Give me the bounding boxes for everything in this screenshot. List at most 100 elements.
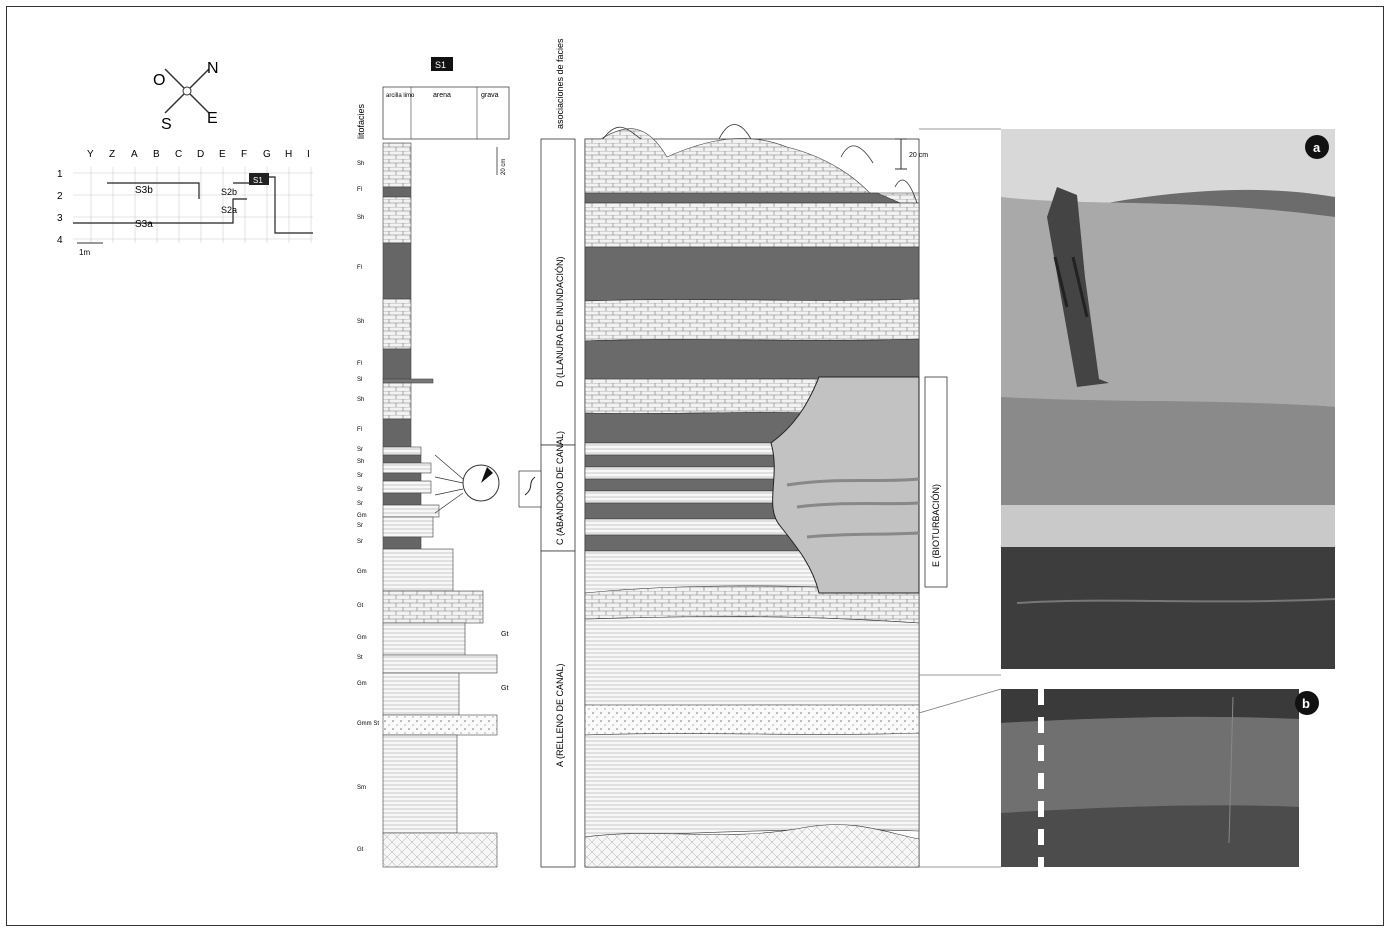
log-bed <box>382 462 432 474</box>
section-bed <box>584 466 782 480</box>
log-bed <box>382 418 412 448</box>
log-bed <box>382 348 412 380</box>
section-bed <box>584 246 920 302</box>
facies-code: Sr <box>357 523 363 529</box>
section-bed <box>584 202 920 248</box>
log-bed <box>382 654 498 674</box>
section-bed <box>584 824 920 868</box>
facies-code: Gmm St <box>357 721 379 727</box>
grid-column-label: A <box>131 149 138 160</box>
grid-row-label: 4 <box>57 235 63 246</box>
section-bed <box>584 518 798 536</box>
outcrop-photo-b: b <box>1001 689 1319 867</box>
section-bed <box>584 128 920 212</box>
facies-code: Sr <box>357 473 363 479</box>
stratigraphic-figure: N O E S Y Z A B C D E F G H I 1 2 3 4 S1 S3b S2b S2a … <box>57 38 1336 868</box>
outcrop-photo-a: a <box>1001 129 1336 669</box>
grid-column-label: Z <box>109 149 115 160</box>
facies-code: Sm <box>357 785 366 791</box>
grid-scale: 1m <box>79 248 90 257</box>
log-bed <box>382 480 432 494</box>
log-bed <box>382 734 458 834</box>
facies-code: Sh <box>357 161 364 167</box>
facies-code: Fl <box>357 361 362 367</box>
log-bed <box>382 298 412 350</box>
compass-s: S <box>161 116 172 133</box>
association-a: A (RELLENO DE CANAL) <box>555 663 565 767</box>
facies-code: Gm <box>357 513 367 519</box>
log-bed <box>382 382 412 420</box>
log-scale-label: 20 cm <box>501 159 507 175</box>
log-bed <box>382 516 434 538</box>
section-bed <box>584 732 920 838</box>
compass-e: E <box>207 110 218 127</box>
section-beds <box>584 128 920 868</box>
section-bed <box>584 338 920 380</box>
log-bed <box>382 142 412 188</box>
log-bed <box>382 378 434 384</box>
section-bed <box>584 378 820 414</box>
grid-column-label: I <box>307 149 310 160</box>
log-bed <box>382 446 422 456</box>
log-bed <box>382 504 440 518</box>
grid-row-labels: 1 2 3 4 <box>57 169 63 246</box>
grid-column-label: Y <box>87 149 94 160</box>
plan-grid: Y Z A B C D E F G H I 1 2 3 4 S1 S3b S2b S2a S3a 1m <box>57 149 313 257</box>
log-facies-codes: Sh Fl Sh Fl Sh Fl Sl Sh Fl Sr Sh Sr Sr Sr Gm Sr Sr Gm Gt Gm… <box>357 161 379 853</box>
compass-o: O <box>153 72 165 89</box>
section-bed <box>584 534 808 552</box>
stratigraphic-log: S1 litofacies arcilla limo arena grava 2… <box>356 57 510 868</box>
facies-code: Gm <box>357 681 367 687</box>
log-badge <box>431 57 453 71</box>
facies-code: Sh <box>357 397 364 403</box>
grid-label-s2b: S2b <box>221 187 237 197</box>
grid-row-label: 3 <box>57 213 63 224</box>
compass-rose: N O E S <box>153 60 219 133</box>
grid-label-s3b: S3b <box>135 185 153 196</box>
figure-frame: N O E S Y Z A B C D E F G H I 1 2 3 4 S1 S3b S2b S2a … <box>6 6 1384 926</box>
section-bed <box>584 616 920 708</box>
connector-lines <box>918 128 1002 868</box>
compass-n: N <box>207 60 219 77</box>
facies-code: Sh <box>357 319 364 325</box>
outcrop-cross-section: 20 cm E (BIOTURBACIÓN) <box>584 124 948 868</box>
photo-a-badge <box>1305 135 1329 159</box>
associations-heading: asociaciones de facies <box>555 38 565 129</box>
grid-column-label: D <box>197 149 204 160</box>
facies-code: Sl <box>357 377 362 383</box>
facies-code: Sr <box>357 487 363 493</box>
section-bed <box>584 454 782 468</box>
header-group-sand: arena <box>433 92 451 99</box>
s1-marker <box>249 173 269 185</box>
photo-b-label: b <box>1302 696 1310 711</box>
grid-column-label: E <box>219 149 226 160</box>
section-bed <box>584 478 782 492</box>
section-bed <box>584 490 782 504</box>
facies-code: St <box>357 655 363 661</box>
log-bed <box>382 622 466 656</box>
facies-code: Gt <box>357 847 364 853</box>
section-bed <box>584 298 920 342</box>
facies-associations: asociaciones de facies D (LLANURA DE INU… <box>518 38 576 868</box>
grid-column-label: C <box>175 149 182 160</box>
grid-column-label: F <box>241 149 247 160</box>
grid-label-s3a: S3a <box>135 219 153 230</box>
facies-code: Sr <box>357 501 363 507</box>
grid-lines <box>73 167 313 243</box>
log-bed <box>382 548 454 592</box>
photo-b-badge <box>1295 691 1319 715</box>
facies-code: Sr <box>357 539 363 545</box>
grid-column-label: H <box>285 149 292 160</box>
litho-heading: litofacies <box>356 103 366 139</box>
grid-label-s2a: S2a <box>221 205 237 215</box>
log-bed <box>382 672 460 716</box>
facies-code: Sh <box>357 215 364 221</box>
log-bed <box>382 242 412 300</box>
facies-code: Sr <box>357 447 363 453</box>
section-scale: 20 cm <box>909 152 928 159</box>
grid-row-label: 1 <box>57 169 63 180</box>
grid-column-label: B <box>153 149 160 160</box>
gt-label-2: Gt <box>501 685 508 692</box>
grid-column-label: G <box>263 149 271 160</box>
photo-a-label: a <box>1313 140 1321 155</box>
